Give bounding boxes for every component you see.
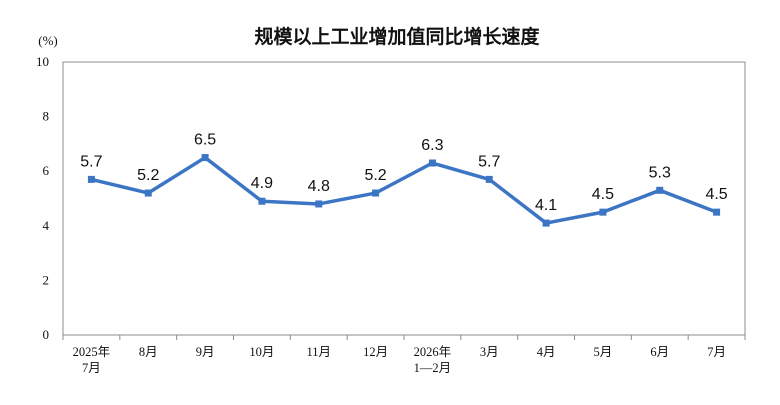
data-point-marker <box>87 175 95 183</box>
data-point-marker <box>201 154 209 162</box>
data-label: 4.1 <box>535 197 557 214</box>
data-point-marker <box>315 200 323 208</box>
y-tick-label: 2 <box>43 272 50 287</box>
series-polyline <box>91 155 718 225</box>
y-tick-label: 10 <box>36 54 49 69</box>
data-label: 4.8 <box>308 178 330 195</box>
y-tick-label: 8 <box>43 109 50 124</box>
x-tick-label: 11月 <box>306 345 331 359</box>
data-point-marker <box>542 219 550 227</box>
data-point-marker <box>258 197 266 205</box>
x-tick-label: 2025年 <box>73 345 111 359</box>
data-label: 5.2 <box>364 167 386 184</box>
data-point-marker <box>656 186 664 194</box>
data-label: 5.7 <box>478 153 500 170</box>
data-label: 6.5 <box>194 132 216 149</box>
x-tick-label: 7月 <box>707 345 726 359</box>
data-label: 5.3 <box>649 164 671 181</box>
x-axis: 2025年 7月 8月 9月 10月 11月 12月 2026年 1—2月 3月 4月 5月 6月 7月 <box>62 335 746 375</box>
x-tick-label: 3月 <box>480 345 499 359</box>
y-tick-label: 0 <box>43 327 50 342</box>
series-line <box>87 154 721 227</box>
data-point-marker <box>144 189 152 197</box>
data-label: 4.5 <box>705 186 727 203</box>
data-point-marker <box>485 175 493 183</box>
x-tick-label: 4月 <box>537 345 556 359</box>
data-label: 5.7 <box>80 153 102 170</box>
y-tick-label: 6 <box>43 163 50 178</box>
data-point-marker <box>428 159 436 167</box>
x-tick-label: 12月 <box>363 345 388 359</box>
data-label: 4.5 <box>592 186 614 203</box>
chart-title: 规模以上工业增加值同比增长速度 <box>254 25 540 48</box>
data-labels: 5.7 5.2 6.5 4.9 4.8 5.2 6.3 5.7 4.1 4.5 5.3 4.5 <box>80 132 728 215</box>
data-point-marker <box>372 189 380 197</box>
x-tick-label: 2026年 <box>414 345 452 359</box>
x-tick-label: 1—2月 <box>414 361 452 375</box>
x-tick-label: 7月 <box>82 361 101 375</box>
data-label: 5.2 <box>137 167 159 184</box>
y-unit-label: (%) <box>38 33 58 48</box>
y-axis: 0 2 4 6 8 10 <box>36 54 50 342</box>
data-point-marker <box>599 208 607 216</box>
data-label: 4.9 <box>251 175 273 192</box>
x-tick-label: 9月 <box>196 345 215 359</box>
y-tick-label: 4 <box>43 218 50 233</box>
x-tick-label: 8月 <box>139 345 158 359</box>
x-tick-label: 10月 <box>249 345 274 359</box>
x-tick-label: 6月 <box>650 345 669 359</box>
data-label: 6.3 <box>421 137 443 154</box>
x-tick-label: 5月 <box>594 345 613 359</box>
data-point-marker <box>713 208 721 216</box>
